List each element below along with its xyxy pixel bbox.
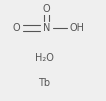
Text: O: O <box>12 23 20 33</box>
Text: N: N <box>43 23 50 33</box>
Text: Tb: Tb <box>38 78 51 88</box>
Text: OH: OH <box>70 23 85 33</box>
Text: O: O <box>43 4 50 14</box>
Text: H₂O: H₂O <box>35 53 54 63</box>
